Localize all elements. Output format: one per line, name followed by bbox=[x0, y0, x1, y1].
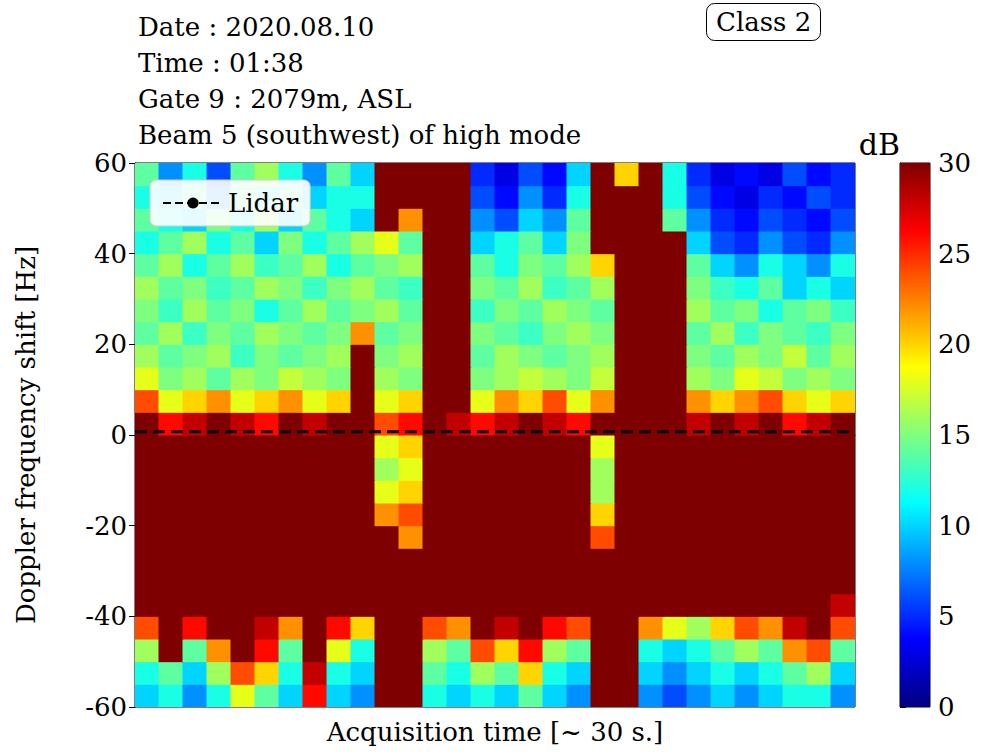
svg-text:15: 15 bbox=[938, 420, 971, 450]
svg-text:20: 20 bbox=[94, 329, 127, 359]
svg-text:Date : 2020.08.10: Date : 2020.08.10 bbox=[138, 12, 374, 42]
svg-text:-20: -20 bbox=[85, 511, 127, 541]
svg-text:Doppler frequency shift [Hz]: Doppler frequency shift [Hz] bbox=[11, 246, 41, 624]
svg-text:30: 30 bbox=[938, 148, 971, 178]
svg-text:25: 25 bbox=[938, 239, 971, 269]
svg-text:Lidar: Lidar bbox=[228, 188, 299, 218]
svg-text:-60: -60 bbox=[85, 692, 127, 722]
svg-text:Class 2: Class 2 bbox=[716, 7, 811, 37]
svg-text:-40: -40 bbox=[85, 601, 127, 631]
svg-text:0: 0 bbox=[110, 420, 127, 450]
svg-text:Beam 5 (southwest) of high mod: Beam 5 (southwest) of high mode bbox=[138, 120, 581, 150]
svg-text:40: 40 bbox=[94, 239, 127, 269]
svg-text:Acquisition time [~ 30 s.]: Acquisition time [~ 30 s.] bbox=[326, 717, 664, 747]
svg-text:10: 10 bbox=[938, 511, 971, 541]
svg-text:Gate 9 : 2079m, ASL: Gate 9 : 2079m, ASL bbox=[138, 84, 411, 114]
svg-text:Time : 01:38: Time : 01:38 bbox=[138, 48, 304, 78]
svg-text:dB: dB bbox=[859, 127, 900, 162]
svg-text:5: 5 bbox=[938, 601, 955, 631]
svg-text:0: 0 bbox=[938, 692, 955, 722]
svg-text:20: 20 bbox=[938, 329, 971, 359]
svg-text:60: 60 bbox=[94, 148, 127, 178]
